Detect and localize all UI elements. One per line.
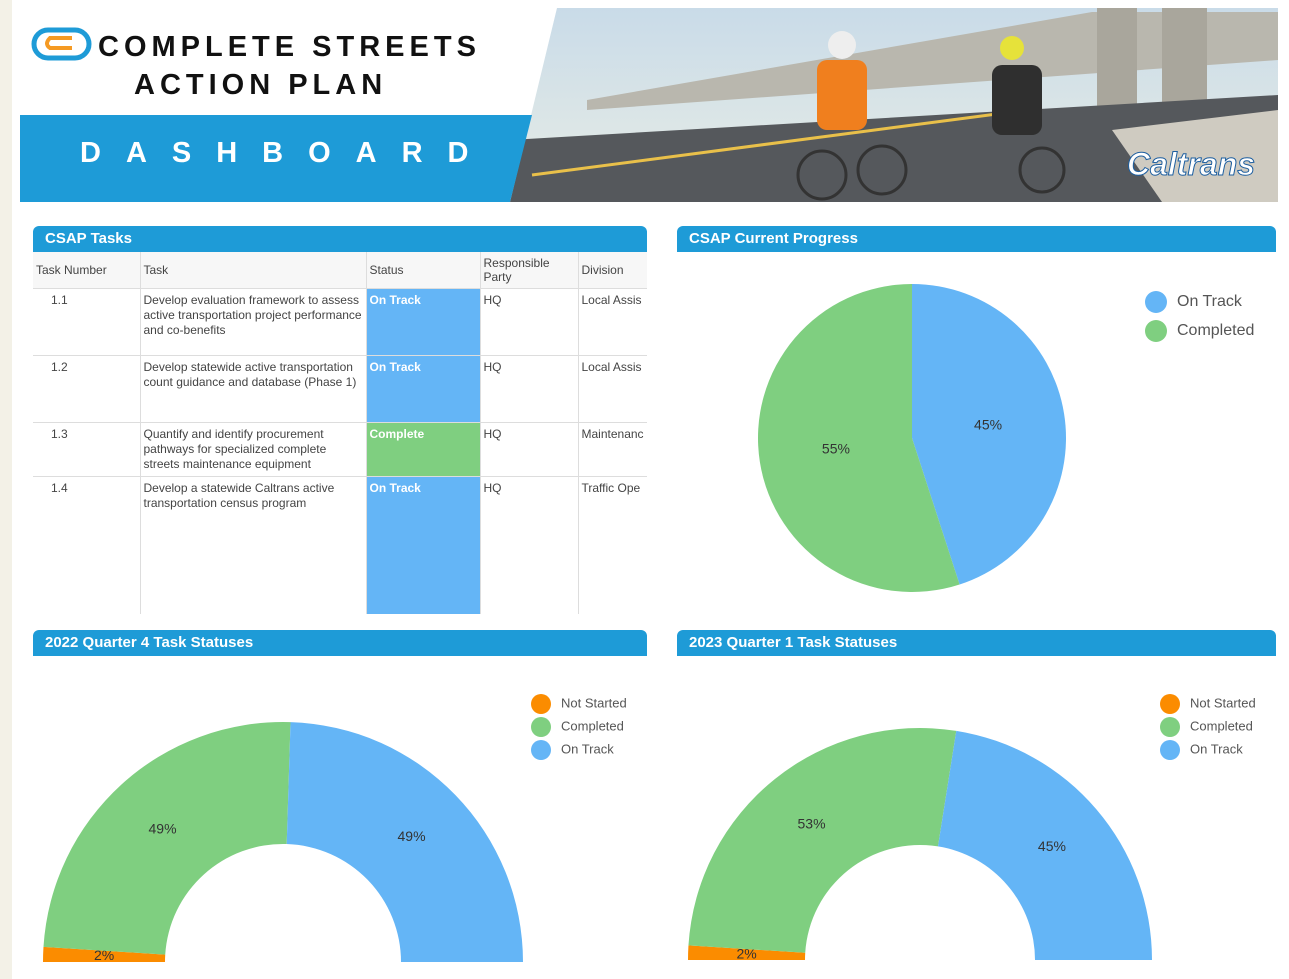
legend-label: On Track — [1177, 293, 1243, 310]
legend-marker — [531, 740, 551, 760]
legend-marker — [531, 694, 551, 714]
legend-label: Not Started — [561, 695, 627, 710]
data-label: 49% — [398, 828, 426, 844]
legend-marker — [1160, 694, 1180, 714]
legend-marker — [1160, 717, 1180, 737]
legend-marker — [1145, 320, 1167, 342]
data-label: 55% — [822, 441, 850, 457]
data-label: 45% — [1038, 838, 1066, 854]
legend-marker — [531, 717, 551, 737]
legend-label: Completed — [561, 718, 624, 733]
legend-marker — [1145, 291, 1167, 313]
data-label: 53% — [798, 815, 826, 831]
legend-label: On Track — [1190, 741, 1243, 756]
donut-segment — [688, 728, 956, 953]
data-label: 45% — [974, 417, 1002, 433]
donut-segment — [43, 722, 290, 955]
legend-label: Completed — [1190, 718, 1253, 733]
legend-label: Not Started — [1190, 695, 1256, 710]
dashboard: COMPLETE STREETS ACTION PLAN DASHBOARD C… — [12, 0, 1289, 979]
legend-label: Completed — [1177, 322, 1254, 339]
page: COMPLETE STREETS ACTION PLAN DASHBOARD C… — [0, 0, 1289, 979]
legend-marker — [1160, 740, 1180, 760]
legend-label: On Track — [561, 741, 614, 756]
data-label: 49% — [149, 820, 177, 836]
